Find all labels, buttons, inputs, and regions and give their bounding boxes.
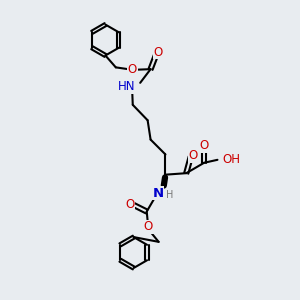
Text: O: O bbox=[188, 149, 198, 162]
Text: OH: OH bbox=[222, 153, 240, 166]
Text: O: O bbox=[125, 198, 135, 211]
Text: O: O bbox=[200, 139, 209, 152]
Text: O: O bbox=[128, 63, 137, 76]
Text: HN: HN bbox=[118, 80, 136, 93]
Text: O: O bbox=[144, 220, 153, 233]
Text: N: N bbox=[152, 187, 164, 200]
Text: O: O bbox=[153, 46, 163, 59]
Text: H: H bbox=[166, 190, 174, 200]
